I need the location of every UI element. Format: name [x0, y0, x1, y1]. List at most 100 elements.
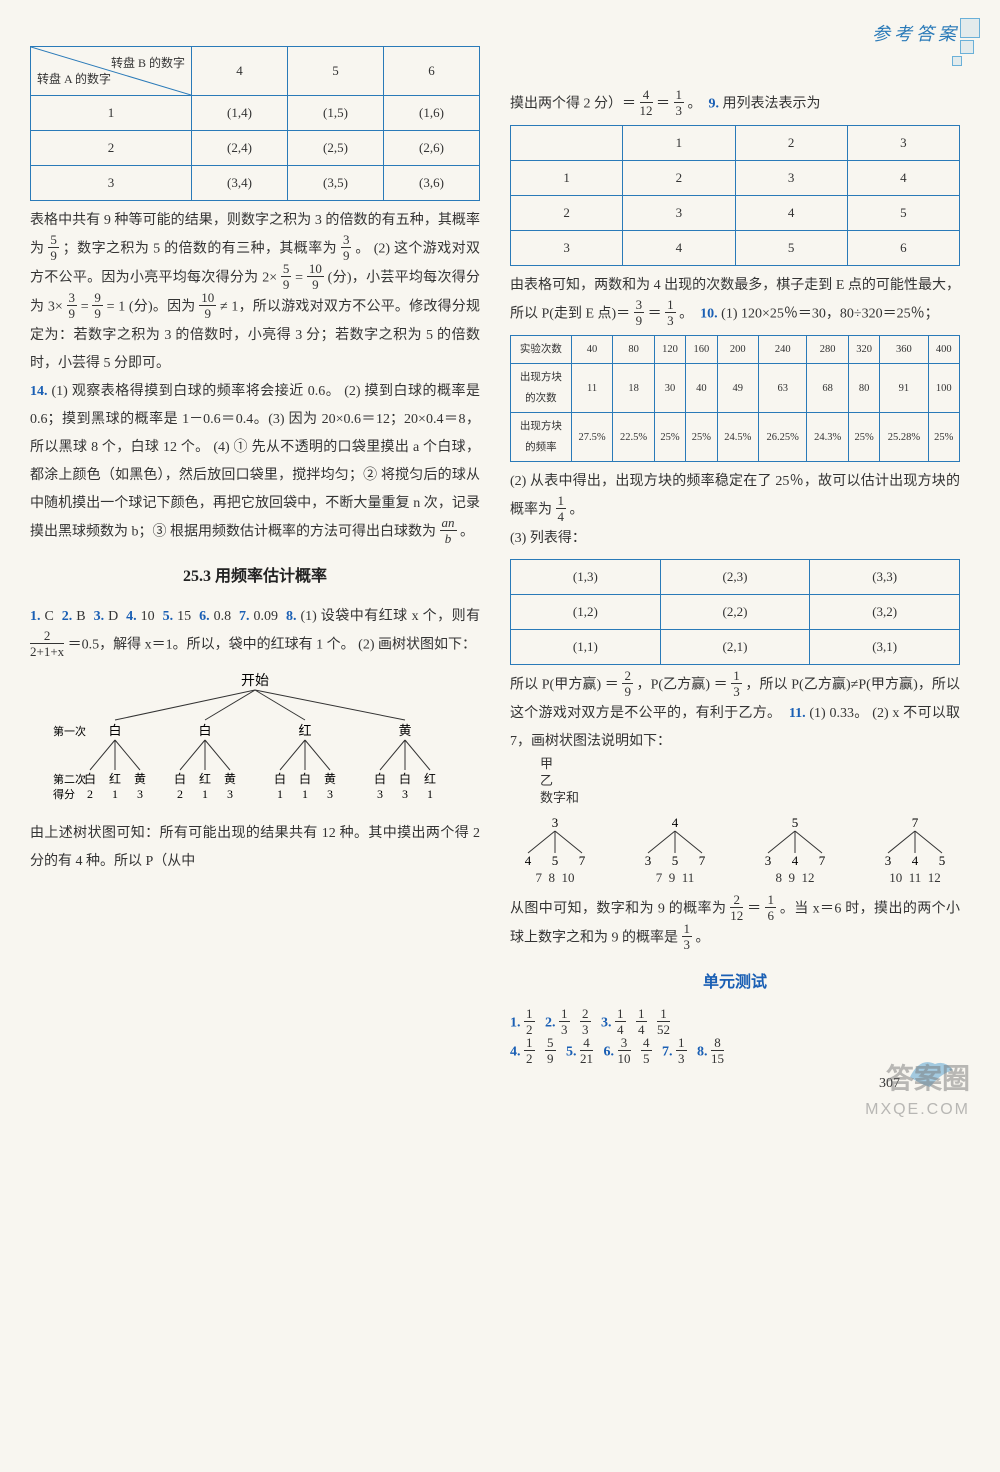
watermark-text: 答案圈: [886, 1057, 970, 1097]
col-head: 4: [192, 47, 288, 96]
paragraph: 所以 P(甲方赢) ＝ 29 ，P(乙方赢) ＝ 13 ，所以 P(乙方赢)≠P…: [510, 671, 960, 756]
table-spinner-outcomes: 转盘 B 的数字 转盘 A 的数字 4 5 6 1 (1,4) (1,5) (1…: [30, 46, 480, 201]
svg-text:2: 2: [177, 787, 183, 801]
fraction: 59: [48, 233, 59, 262]
svg-text:1: 1: [202, 787, 208, 801]
tree-diagram-main: 开始 白 白 红 黄 白红黄 213 白红黄 213 白白黄: [30, 670, 480, 810]
svg-text:1: 1: [112, 787, 118, 801]
fraction: 39: [67, 291, 78, 320]
svg-text:3: 3: [402, 787, 408, 801]
table-row: 实验次数4080120160200240280320360400: [511, 336, 960, 364]
fraction: 39: [634, 298, 645, 327]
fraction: 29: [622, 669, 633, 698]
fraction: 39: [341, 233, 352, 262]
fraction: 109: [307, 262, 324, 291]
paragraph: (3) 列表得：: [510, 525, 960, 553]
fraction: 13: [674, 88, 685, 117]
svg-text:7: 7: [579, 853, 586, 868]
svg-text:红: 红: [199, 771, 211, 786]
svg-text:3: 3: [137, 787, 143, 801]
table-row: 出现方块 的频率27.5%22.5%25%25%24.5%26.25%24.3%…: [511, 413, 960, 462]
unit-test-title: 单元测试: [510, 967, 960, 999]
table-row: 1 (1,4) (1,5) (1,6): [31, 96, 480, 131]
svg-text:白: 白: [374, 771, 386, 786]
svg-text:黄: 黄: [134, 772, 146, 786]
small-tree: 7 345 10 11 12: [870, 815, 960, 887]
paragraph: (2) 从表中得出，出现方块的频率稳定在了 25％，故可以估计出现方块的概率为 …: [510, 468, 960, 525]
tree-svg: 开始 白 白 红 黄 白红黄 213 白红黄 213 白白黄: [45, 670, 465, 810]
svg-text:白: 白: [399, 771, 411, 786]
paragraph: 从图中可知，数字和为 9 的概率为 212 ＝ 16 。当 x＝6 时，摸出的两…: [510, 895, 960, 953]
table-row: 3 (3,4) (3,5) (3,6): [31, 166, 480, 201]
paragraph: 由表格可知，两数和为 4 出现的次数最多，棋子走到 E 点的可能性最大，所以 P…: [510, 272, 960, 329]
svg-text:红: 红: [298, 723, 311, 738]
table-row: 3456: [511, 231, 960, 266]
small-tree-group: 3 457 7 8 10 4 357 7 9 11 5 347 8 9 12 7: [510, 815, 960, 887]
svg-text:白: 白: [299, 771, 311, 786]
paragraph: 摸出两个得 2 分）＝ 412 ＝ 13 。 9. 用列表法表示为: [510, 90, 960, 119]
paragraph: 表格中共有 9 种等可能的结果，则数字之积为 3 的倍数的有五种，其概率为 59…: [30, 207, 480, 378]
svg-text:4: 4: [912, 853, 919, 868]
section-title-253: 25.3 用频率估计概率: [30, 561, 480, 593]
svg-text:1: 1: [277, 787, 283, 801]
table-row: 2345: [511, 196, 960, 231]
fraction: 22+1+x: [30, 629, 64, 658]
svg-text:4: 4: [672, 815, 679, 830]
table-row: (1,1)(2,1)(3,1): [511, 630, 960, 665]
svg-text:1: 1: [302, 787, 308, 801]
svg-text:白: 白: [174, 771, 186, 786]
svg-text:白: 白: [108, 723, 121, 738]
svg-text:7: 7: [819, 853, 826, 868]
svg-text:白: 白: [198, 723, 211, 738]
svg-text:5: 5: [552, 853, 559, 868]
svg-text:5: 5: [792, 815, 799, 830]
svg-text:4: 4: [792, 853, 799, 868]
svg-text:3: 3: [552, 815, 559, 830]
fraction: anb: [440, 516, 457, 545]
svg-text:5: 5: [939, 853, 946, 868]
svg-text:得分: 得分: [53, 788, 75, 801]
question-number: 9.: [709, 97, 720, 112]
fraction: 13: [731, 669, 742, 698]
fraction: 14: [556, 494, 567, 523]
small-tree: 4 357 7 9 11: [630, 815, 720, 887]
fraction: 13: [682, 922, 693, 951]
table-row: 1234: [511, 161, 960, 196]
fraction: 59: [281, 262, 292, 291]
q14-paragraph: 14. (1) 观察表格得摸到白球的频率将会接近 0.6。 (2) 摸到白球的概…: [30, 378, 480, 547]
question-number: 8.: [286, 609, 297, 624]
small-tree: 5 347 8 9 12: [750, 815, 840, 887]
svg-text:第二次: 第二次: [53, 772, 86, 786]
fraction: 212: [730, 893, 743, 922]
svg-text:5: 5: [672, 853, 679, 868]
table-row: 出现方块 的次数111830404963688091100: [511, 364, 960, 413]
table-row: 2 (2,4) (2,5) (2,6): [31, 131, 480, 166]
fraction: 412: [640, 88, 653, 117]
svg-text:红: 红: [109, 771, 121, 786]
table-sum-outcomes: 1 2 3 1234 2345 3456: [510, 125, 960, 266]
svg-text:第一次: 第一次: [53, 724, 86, 738]
small-tree: 3 457 7 8 10: [510, 815, 600, 887]
svg-text:3: 3: [645, 853, 652, 868]
svg-text:1: 1: [427, 787, 433, 801]
diag-header-cell: 转盘 B 的数字 转盘 A 的数字: [31, 47, 192, 96]
fraction: 109: [199, 291, 216, 320]
watermark-url: MXQE.COM: [865, 1101, 970, 1119]
question-number: 10.: [700, 307, 718, 322]
left-column: 转盘 B 的数字 转盘 A 的数字 4 5 6 1 (1,4) (1,5) (1…: [30, 40, 480, 1067]
svg-text:4: 4: [525, 853, 532, 868]
svg-text:3: 3: [885, 853, 892, 868]
right-column: 摸出两个得 2 分）＝ 412 ＝ 13 。 9. 用列表法表示为 1 2 3 …: [510, 90, 960, 1067]
col-head: 5: [288, 47, 384, 96]
table-row: (1,2)(2,2)(3,2): [511, 595, 960, 630]
table-row: (1,3)(2,3)(3,3): [511, 560, 960, 595]
unit-answers-row1: 1. 12 2. 13 23 3. 14 14 152: [510, 1009, 960, 1038]
question-number: 14.: [30, 384, 48, 399]
svg-text:白: 白: [274, 771, 286, 786]
svg-text:2: 2: [87, 787, 93, 801]
svg-text:开始: 开始: [241, 673, 269, 689]
col-head: 6: [384, 47, 480, 96]
svg-text:7: 7: [912, 815, 919, 830]
fraction: 99: [92, 291, 103, 320]
svg-text:黄: 黄: [324, 772, 336, 786]
